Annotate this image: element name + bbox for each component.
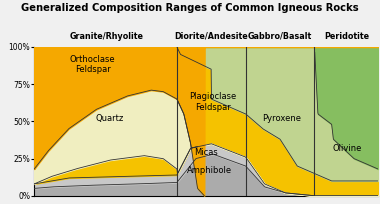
Text: Generalized Composition Ranges of Common Igneous Rocks: Generalized Composition Ranges of Common… <box>21 3 359 13</box>
Text: Peridotite: Peridotite <box>325 32 370 41</box>
Text: Diorite/Andesite: Diorite/Andesite <box>174 32 248 41</box>
Text: Olivine: Olivine <box>332 144 362 153</box>
Text: Quartz: Quartz <box>96 114 124 123</box>
Text: Gabbro/Basalt: Gabbro/Basalt <box>248 32 312 41</box>
Text: Amphibole: Amphibole <box>187 166 232 175</box>
Text: Plagioclase
Feldspar: Plagioclase Feldspar <box>189 92 237 112</box>
Text: Pyroxene: Pyroxene <box>262 114 301 123</box>
Text: Granite/Rhyolite: Granite/Rhyolite <box>70 32 143 41</box>
Text: Micas: Micas <box>194 148 218 157</box>
Text: Orthoclase
Feldspar: Orthoclase Feldspar <box>70 55 116 74</box>
